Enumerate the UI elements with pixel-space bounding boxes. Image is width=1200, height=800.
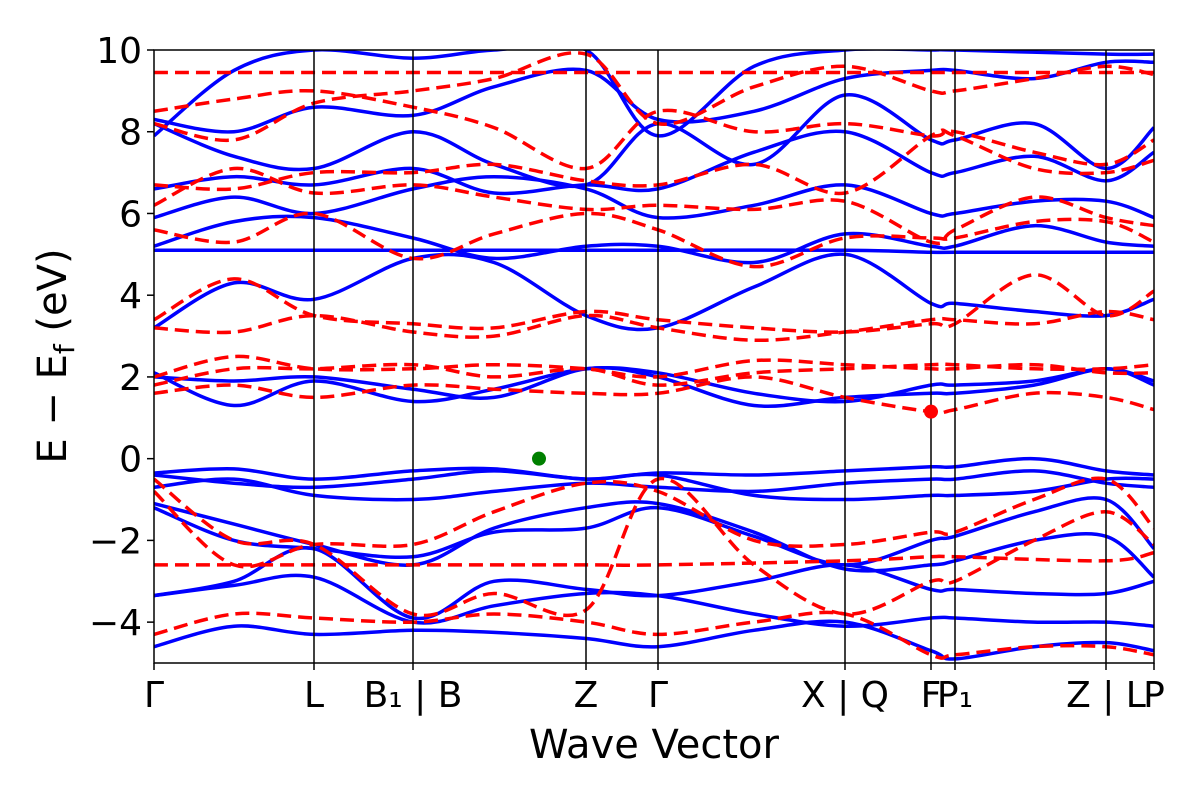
x-tick-label: L — [304, 675, 324, 716]
band-line — [154, 469, 1154, 502]
band-line — [154, 166, 1154, 245]
band-line — [154, 610, 1154, 660]
y-tick-label: 10 — [96, 31, 142, 72]
band-line — [154, 354, 1154, 379]
band-line — [154, 496, 1154, 567]
plot-border — [153, 49, 1155, 664]
band-line — [154, 93, 1154, 188]
y-axis-title: E − Ef (eV) — [30, 248, 81, 463]
band-line — [154, 456, 1154, 481]
band-line — [154, 128, 1154, 196]
band-line — [154, 214, 1154, 265]
x-tick-label: Z | L — [1066, 675, 1146, 716]
y-tick-label: 6 — [119, 194, 142, 235]
band-line — [154, 469, 1154, 502]
band-line — [154, 273, 1154, 334]
markers-layer — [532, 404, 938, 466]
x-tick-label: B₁ | B — [364, 675, 463, 716]
y-tick-label: −2 — [89, 521, 142, 562]
y-tick-label: 4 — [119, 276, 142, 317]
x-tick-label: F — [921, 675, 942, 716]
x-axis-title: Wave Vector — [529, 722, 780, 768]
x-tick-label: P₁ — [937, 675, 973, 716]
extremum-marker — [532, 451, 546, 466]
x-tick-label: X | Q — [801, 675, 889, 716]
x-axis-ticks: Γ L B₁ | B Z Γ X | Q FP₁ Z | LP — [144, 663, 1165, 716]
y-axis-title-unit: (eV) — [30, 248, 76, 344]
band-line — [154, 573, 1154, 628]
y-axis-title-subscript: f — [48, 343, 81, 354]
band-line — [154, 211, 1154, 269]
y-tick-label: 2 — [119, 358, 142, 399]
y-axis-ticks: −4 −2 0 2 4 6 8 10 — [89, 31, 154, 644]
band-line — [154, 375, 1154, 415]
band-line — [154, 59, 1154, 134]
kpoint-lines — [313, 50, 1107, 663]
y-tick-label: −4 — [89, 603, 142, 644]
x-tick-label: Z — [574, 675, 599, 716]
x-tick-label: Γ — [144, 675, 164, 716]
x-tick-label: P — [1143, 675, 1165, 716]
y-tick-label: 0 — [119, 440, 142, 481]
band-line — [154, 309, 1154, 342]
bands-layer — [154, 50, 1154, 661]
plot-area — [153, 49, 1155, 664]
band-series-1 — [154, 51, 1154, 660]
y-axis-title-main: E − E — [30, 354, 76, 464]
plot-frame — [154, 50, 1154, 663]
extremum-marker — [924, 404, 938, 419]
y-tick-label: 8 — [119, 113, 142, 154]
band-line — [154, 88, 1154, 171]
band-line — [154, 365, 1154, 408]
x-tick-label: Γ — [648, 675, 668, 716]
band-line — [154, 476, 1154, 618]
band-line — [154, 51, 1154, 143]
